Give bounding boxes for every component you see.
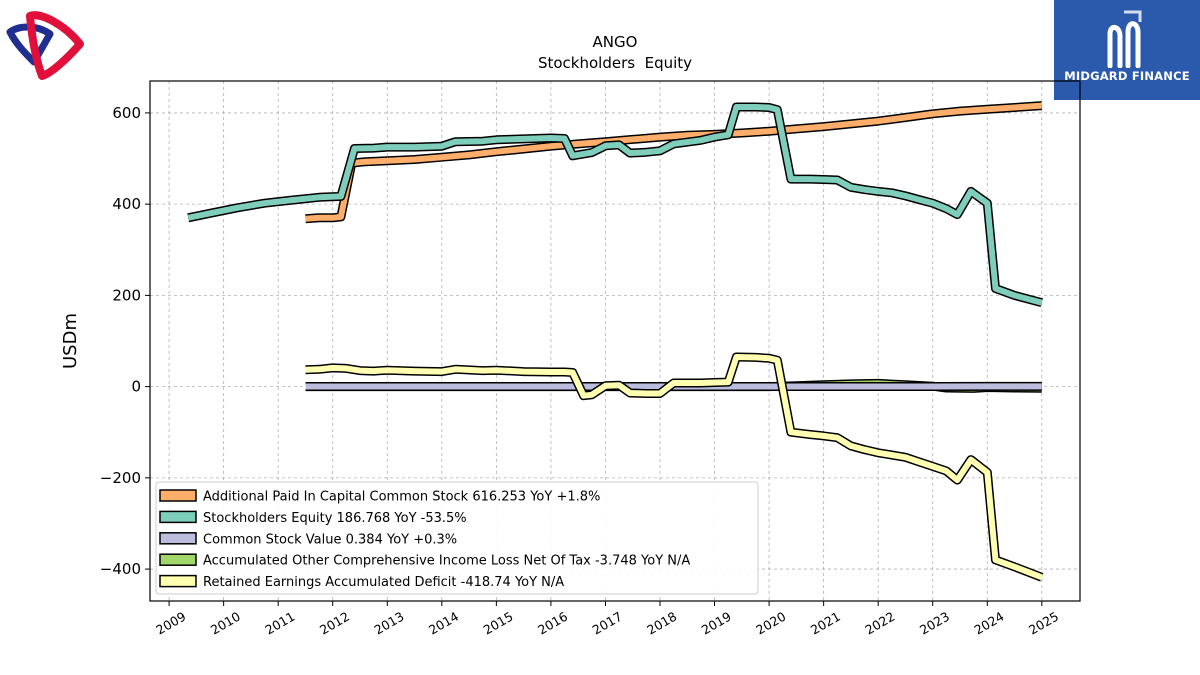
- x-tick-label: 2024: [971, 609, 1006, 638]
- brand-badge: MIDGARD FINANCE: [1054, 0, 1200, 100]
- legend: Additional Paid In Capital Common Stock …: [155, 481, 759, 595]
- x-tick-label: 2011: [262, 609, 297, 638]
- series-line-outline: [187, 102, 1043, 308]
- chart-title: ANGO: [593, 33, 638, 51]
- brand-name: MIDGARD FINANCE: [1064, 69, 1190, 83]
- series-line-fill: [305, 354, 1043, 581]
- legend-swatch: [159, 553, 197, 566]
- x-tick-label: 2023: [917, 609, 952, 638]
- y-tick-label: 600: [112, 104, 141, 122]
- legend-swatch: [159, 510, 197, 524]
- x-tick-label: 2010: [208, 609, 243, 638]
- series-line-fill: [305, 102, 1043, 222]
- y-tick-label: −400: [100, 560, 141, 578]
- y-tick-label: 200: [112, 286, 141, 304]
- plot-frame: [149, 80, 1081, 602]
- midgard-mark-icon: [1107, 10, 1142, 68]
- series-line: [187, 102, 1043, 308]
- legend-swatch: [159, 574, 197, 588]
- legend-swatch: [159, 532, 197, 545]
- x-tick-label: 2016: [535, 609, 570, 638]
- x-tick-label: 2022: [862, 609, 897, 638]
- series-line: [305, 352, 1044, 582]
- y-tick-label: −200: [100, 469, 141, 487]
- brand-logo-icon: [6, 10, 86, 86]
- legend-swatch: [159, 489, 197, 502]
- x-tick-label: 2014: [426, 609, 461, 638]
- legend-label: Accumulated Other Comprehensive Income L…: [203, 554, 690, 569]
- legend-label: Retained Earnings Accumulated Deficit -4…: [203, 575, 564, 590]
- series-layer: [187, 101, 1044, 582]
- x-tick-label: 2017: [590, 609, 625, 638]
- x-tick-label: 2018: [644, 609, 679, 638]
- x-tick-label: 2021: [808, 609, 843, 638]
- chart-subtitle: Stockholders Equity: [538, 54, 692, 72]
- y-axis-label: USDm: [60, 313, 81, 369]
- x-tick-label: 2020: [753, 609, 788, 638]
- x-tick-label: 2025: [1026, 609, 1061, 638]
- legend-label: Stockholders Equity 186.768 YoY -53.5%: [203, 511, 467, 526]
- x-tick-label: 2013: [371, 609, 406, 638]
- x-tick-label: 2009: [153, 609, 188, 638]
- series-line: [305, 101, 1043, 224]
- series-line-fill: [187, 104, 1043, 306]
- x-tick-label: 2015: [481, 609, 516, 638]
- legend-label: Additional Paid In Capital Common Stock …: [203, 490, 600, 505]
- y-tick-label: 400: [112, 195, 141, 213]
- x-tick-label: 2019: [699, 609, 734, 638]
- x-tick-label: 2012: [317, 609, 352, 638]
- y-tick-label: 0: [131, 378, 141, 396]
- legend-box: [155, 481, 759, 595]
- legend-label: Common Stock Value 0.384 YoY +0.3%: [203, 532, 457, 547]
